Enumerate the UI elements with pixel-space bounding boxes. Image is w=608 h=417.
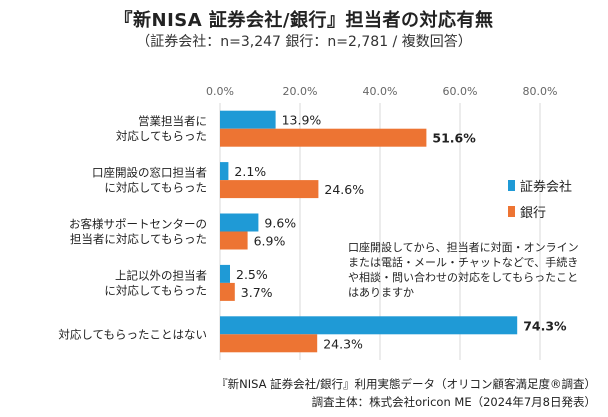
legend-label-bank: 銀行 (520, 206, 547, 221)
legend-swatch-bank (508, 206, 515, 217)
category-label: 口座開設の窓口担当者 (92, 166, 207, 180)
data-label: 74.3% (523, 318, 567, 333)
bar (220, 162, 229, 181)
data-label: 13.9% (282, 113, 322, 128)
bar (220, 213, 259, 232)
data-label: 24.6% (324, 182, 364, 197)
survey-question-note: 口座開設してから、担当者に対面・オンラインまたは電話・メール・チャットなどで、手… (348, 241, 579, 299)
data-label: 2.1% (234, 164, 266, 179)
data-label: 6.9% (254, 234, 286, 249)
publisher-line: 調査主体：株式会社oricon ME（2024年7月8日発表） (311, 395, 596, 409)
value-labels: 13.9% 51.6% 2.1% 24.6% 9.6% 6.9% 2.5% 3.7% 74.3%… (234, 113, 567, 352)
data-label: 24.3% (323, 336, 363, 351)
x-tick-label: 20.0% (283, 85, 318, 98)
chart-subtitle: （証券会社：n=3,247 銀行：n=2,781 / 複数回答） (136, 34, 472, 50)
bar (220, 180, 319, 199)
bar (220, 334, 318, 353)
category-label: 対応してもらった (116, 129, 207, 143)
data-label: 3.7% (241, 285, 273, 300)
legend-item-bank: 銀行 (508, 202, 572, 221)
tick-labels: 0.0% 20.0% 40.0% 60.0% 80.0% (206, 85, 557, 98)
category-label: 担当者に対応してもらった (70, 232, 207, 246)
legend-label-securities: 証券会社 (520, 180, 573, 195)
data-label: 9.6% (264, 216, 296, 231)
legend-item-securities: 証券会社 (508, 176, 572, 195)
bars (220, 110, 518, 353)
source-line: 『新NISA 証券会社/銀行』利用実態データ（オリコン顧客満足度®調査） (216, 377, 596, 391)
bar (220, 128, 427, 147)
x-tick-label: 40.0% (363, 85, 398, 98)
legend: 証券会社 銀行 (508, 176, 572, 228)
bar (220, 110, 276, 129)
category-label: 対応してもらったことはない (58, 327, 207, 341)
category-label: 営業担当者に (138, 114, 207, 128)
category-labels: 営業担当者に対応してもらった口座開設の窓口担当者に対応してもらったお客様サポート… (58, 114, 207, 341)
bar (220, 282, 235, 301)
data-label: 51.6% (432, 131, 476, 146)
legend-swatch-securities (508, 180, 515, 191)
x-tick-label: 0.0% (206, 85, 234, 98)
data-label: 2.5% (236, 267, 268, 282)
bar (220, 264, 230, 283)
category-label: 上記以外の担当者 (115, 268, 207, 282)
x-tick-label: 60.0% (443, 85, 478, 98)
x-tick-label: 80.0% (523, 85, 558, 98)
bar (220, 231, 248, 250)
category-label: に対応してもらった (104, 181, 207, 195)
category-label: お客様サポートセンターの (69, 217, 207, 231)
category-label: に対応してもらった (104, 283, 207, 297)
bar (220, 316, 518, 335)
chart-title: 『新NISA 証券会社/銀行』担当者の対応有無 (114, 10, 494, 31)
